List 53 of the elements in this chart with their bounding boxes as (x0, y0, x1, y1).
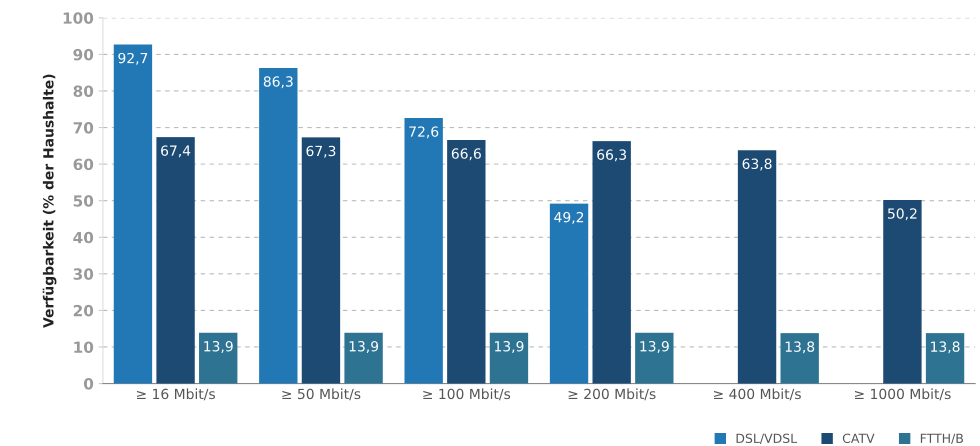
data-label: 72,6 (409, 126, 438, 138)
bar (404, 118, 443, 384)
data-label: 86,3 (264, 76, 293, 88)
y-tick-label: 10 (74, 341, 94, 354)
legend-label: FTTH/B (920, 434, 963, 444)
y-tick-label: 60 (74, 158, 94, 170)
y-tick-label: 100 (64, 12, 94, 24)
y-tick-label: 50 (74, 195, 94, 207)
bar (156, 137, 195, 384)
bar (926, 333, 964, 384)
data-label: 66,3 (597, 149, 626, 162)
x-tick-label: ≥ 200 Mbit/s (568, 388, 656, 400)
y-tick-label: 30 (74, 268, 94, 280)
bar (114, 44, 152, 384)
y-axis-title: Verfügbarkeit (% der Haushalte) (42, 74, 56, 328)
data-label: 63,8 (742, 158, 772, 170)
bar (199, 332, 238, 384)
data-label: 13,9 (495, 341, 524, 353)
data-label: 13,9 (204, 341, 233, 353)
legend-label: DSL/VDSL (736, 434, 798, 444)
bar (259, 68, 298, 384)
y-tick-label: 80 (74, 85, 94, 98)
bar (738, 150, 776, 384)
x-tick-label: ≥ 1000 Mbit/s (854, 388, 951, 400)
data-label: 49,2 (554, 212, 584, 224)
bar (883, 200, 922, 384)
y-tick-label: 70 (74, 122, 94, 134)
legend-label: CATV (842, 434, 875, 444)
data-label: 50,2 (888, 208, 916, 220)
x-tick-label: ≥ 400 Mbit/s (714, 388, 801, 400)
data-label: 67,4 (161, 145, 190, 158)
y-tick-label: 90 (73, 48, 94, 60)
x-tick-label: ≥ 100 Mbit/s (423, 388, 510, 400)
x-tick-label: ≥ 16 Mbit/s (136, 388, 215, 400)
bar (302, 137, 340, 384)
data-label: 13,9 (350, 341, 378, 353)
bar (344, 332, 383, 384)
data-label: 13,9 (640, 341, 669, 353)
x-tick-label: ≥ 50 Mbit/s (282, 388, 360, 400)
bar (490, 332, 528, 384)
y-tick-label: 0 (84, 378, 94, 390)
data-label: 13,8 (786, 341, 814, 354)
data-label: 13,8 (931, 341, 960, 354)
data-label: 66,6 (452, 148, 481, 160)
y-tick-label: 20 (74, 304, 94, 316)
bar (447, 140, 486, 384)
data-label: 67,3 (306, 146, 336, 158)
bar (550, 204, 588, 384)
data-label: 92,7 (118, 52, 148, 65)
bar (635, 332, 674, 384)
y-tick-label: 40 (73, 232, 94, 244)
bar (780, 333, 819, 384)
bar (592, 141, 631, 384)
